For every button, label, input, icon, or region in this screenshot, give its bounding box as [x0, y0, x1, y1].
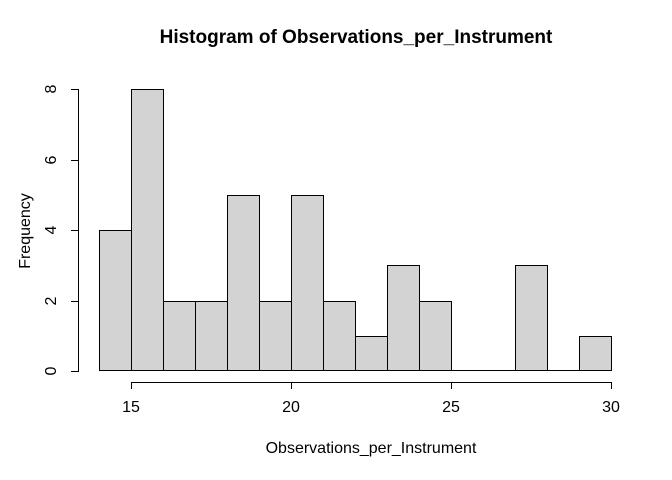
- y-axis-tick: [71, 89, 78, 90]
- x-tick-label: 20: [282, 399, 300, 416]
- histogram-bar: [579, 336, 612, 371]
- y-tick-label: 6: [43, 155, 60, 165]
- chart-title: Histogram of Observations_per_Instrument: [159, 27, 553, 48]
- histogram-bar: [227, 195, 260, 371]
- y-tick-label: 2: [43, 296, 60, 306]
- histogram-bar: [195, 301, 228, 371]
- x-axis-tick: [291, 382, 292, 389]
- y-tick-label: 4: [43, 225, 60, 235]
- histogram-bar: [131, 89, 164, 371]
- histogram-bar: [99, 230, 132, 371]
- x-axis-tick: [451, 382, 452, 389]
- y-axis-tick: [71, 230, 78, 231]
- histogram-bar: [291, 195, 324, 371]
- y-tick-label: 0: [43, 366, 60, 376]
- y-axis-tick: [71, 160, 78, 161]
- histogram-bar: [163, 301, 196, 371]
- y-tick-label: 8: [43, 84, 60, 94]
- y-axis-tick: [71, 301, 78, 302]
- histogram-bar: [355, 336, 388, 371]
- x-tick-label: 15: [122, 399, 140, 416]
- y-axis-tick: [71, 371, 78, 372]
- x-axis-line: [131, 382, 612, 383]
- histogram-bar: [419, 301, 452, 371]
- histogram-bar: [323, 301, 356, 371]
- x-tick-label: 25: [442, 399, 460, 416]
- histogram-bar: [259, 301, 292, 371]
- histogram-bar: [387, 265, 420, 371]
- x-axis-tick: [131, 382, 132, 389]
- x-tick-label: 30: [602, 399, 620, 416]
- x-axis-label: Observations_per_Instrument: [265, 440, 477, 457]
- histogram-bar: [515, 265, 548, 371]
- y-axis-line: [78, 89, 79, 372]
- y-axis-label: Frequency: [17, 193, 34, 269]
- x-axis-tick: [611, 382, 612, 389]
